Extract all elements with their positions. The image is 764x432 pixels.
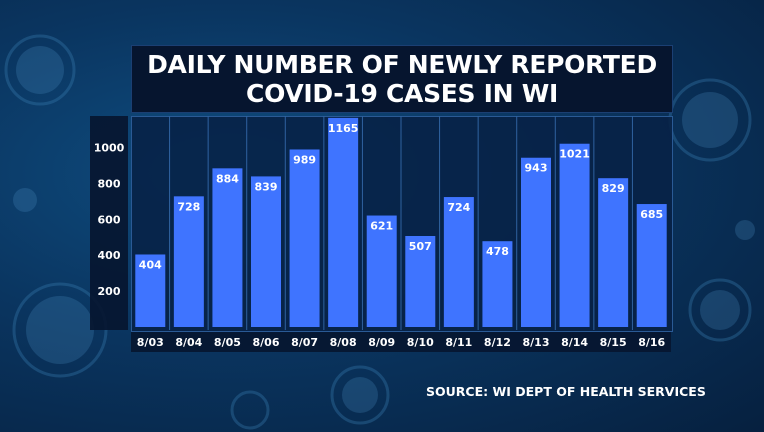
x-tick-label: 8/11 bbox=[445, 336, 472, 349]
y-tick-label: 800 bbox=[98, 177, 121, 190]
bar-value-label: 478 bbox=[486, 245, 509, 258]
bar-value-label: 839 bbox=[255, 180, 278, 193]
chart-title-line-1: DAILY NUMBER OF NEWLY REPORTED bbox=[147, 50, 657, 79]
y-axis-panel bbox=[90, 116, 128, 330]
y-tick-label: 400 bbox=[98, 249, 121, 262]
bar bbox=[405, 235, 436, 327]
bar bbox=[636, 204, 667, 327]
x-tick-label: 8/16 bbox=[638, 336, 665, 349]
bar bbox=[521, 157, 551, 327]
x-tick-label: 8/05 bbox=[214, 336, 241, 349]
bar-value-label: 685 bbox=[640, 208, 663, 221]
y-tick-label: 1000 bbox=[94, 142, 125, 155]
bar bbox=[366, 215, 397, 327]
x-tick-label: 8/07 bbox=[291, 336, 318, 349]
x-tick-label: 8/06 bbox=[253, 336, 280, 349]
bar-value-label: 829 bbox=[602, 182, 625, 195]
bar-value-label: 724 bbox=[447, 201, 470, 214]
bar-value-label: 1165 bbox=[328, 122, 359, 135]
x-tick-label: 8/15 bbox=[600, 336, 627, 349]
x-tick-label: 8/08 bbox=[330, 336, 357, 349]
bar bbox=[598, 178, 629, 327]
bar bbox=[443, 197, 474, 327]
x-tick-label: 8/03 bbox=[137, 336, 164, 349]
bar bbox=[559, 143, 590, 327]
bar bbox=[482, 241, 513, 327]
chart-title-line-2: COVID-19 CASES IN WI bbox=[246, 79, 558, 108]
bar-value-label: 989 bbox=[293, 153, 316, 166]
bar-value-label: 943 bbox=[525, 162, 548, 175]
bar bbox=[212, 168, 243, 327]
bar bbox=[135, 254, 166, 327]
source-caption: SOURCE: WI DEPT OF HEALTH SERVICES bbox=[426, 384, 706, 399]
x-tick-label: 8/10 bbox=[407, 336, 434, 349]
bar-value-label: 884 bbox=[216, 172, 239, 185]
bar bbox=[251, 176, 281, 327]
bar bbox=[289, 149, 320, 327]
y-tick-label: 200 bbox=[98, 285, 121, 298]
y-tick-label: 600 bbox=[98, 213, 121, 226]
x-tick-label: 8/12 bbox=[484, 336, 511, 349]
chart-title-banner: DAILY NUMBER OF NEWLY REPORTED COVID-19 … bbox=[131, 45, 673, 113]
bar bbox=[173, 196, 204, 327]
bar-value-label: 621 bbox=[370, 220, 393, 233]
bar-value-label: 1021 bbox=[559, 148, 590, 161]
x-tick-label: 8/13 bbox=[523, 336, 550, 349]
bar-value-label: 404 bbox=[139, 258, 162, 271]
bar-value-label: 507 bbox=[409, 240, 432, 253]
x-axis-panel bbox=[131, 332, 671, 352]
x-tick-label: 8/04 bbox=[175, 336, 202, 349]
bar bbox=[328, 117, 359, 327]
x-tick-label: 8/09 bbox=[368, 336, 395, 349]
x-tick-label: 8/14 bbox=[561, 336, 588, 349]
bar-value-label: 728 bbox=[177, 200, 200, 213]
